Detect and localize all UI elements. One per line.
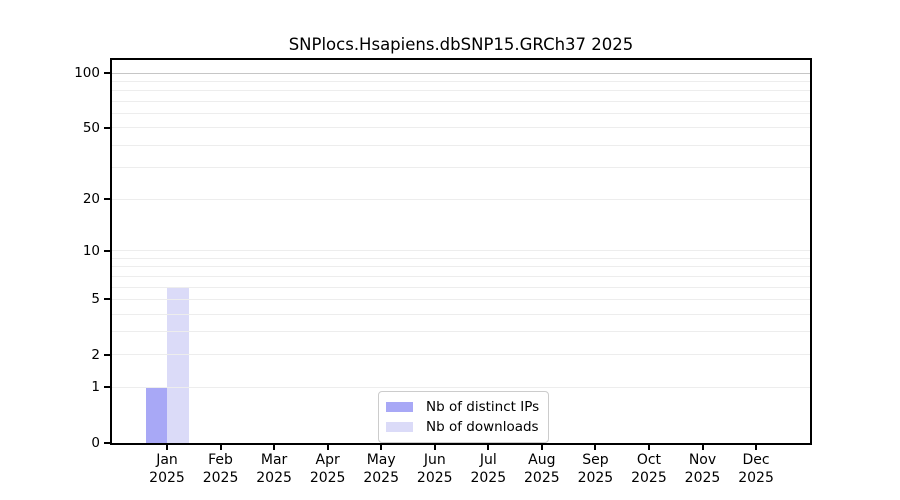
x-tick-label: Jun 2025: [416, 452, 453, 486]
x-tick-label: Aug 2025: [524, 452, 560, 486]
gridline: [112, 198, 810, 200]
distinct-ips-swatch-icon: [386, 402, 413, 412]
x-tick: [380, 445, 383, 450]
y-tick: [104, 353, 110, 356]
legend-label-downloads: Nb of downloads: [426, 419, 539, 435]
gridline: [112, 354, 810, 356]
bar: [167, 287, 189, 443]
gridline: [112, 313, 810, 315]
gridline: [112, 266, 810, 268]
gridline: [112, 144, 810, 146]
plot-area: [110, 58, 812, 445]
chart-title: SNPlocs.Hsapiens.dbSNP15.GRCh37 2025: [288, 35, 634, 54]
x-tick: [433, 445, 436, 450]
x-tick-label: Apr 2025: [309, 452, 346, 486]
legend-label-distinct-ips: Nb of distinct IPs: [426, 399, 540, 415]
x-tick: [326, 445, 329, 450]
gridline: [112, 100, 810, 102]
y-tick-label: 100: [74, 65, 100, 82]
y-tick-label: 0: [91, 435, 100, 451]
x-tick-label: Jan 2025: [149, 452, 185, 486]
gridline: [112, 250, 810, 252]
x-tick-label: Oct 2025: [631, 452, 667, 486]
y-tick-label: 1: [91, 379, 100, 396]
y-tick: [104, 126, 110, 129]
gridline: [112, 90, 810, 92]
y-tick-label: 20: [82, 191, 100, 207]
x-tick: [273, 445, 276, 450]
gridline: [112, 113, 810, 115]
legend: Nb of distinct IPs Nb of downloads: [378, 391, 550, 443]
x-tick: [540, 445, 543, 450]
y-tick: [104, 249, 110, 252]
y-tick: [104, 386, 110, 389]
x-tick: [755, 445, 758, 450]
gridline: [112, 257, 810, 259]
x-tick: [647, 445, 650, 450]
x-tick-label: Nov 2025: [684, 452, 721, 486]
gridline: [112, 386, 810, 388]
x-tick-label: Feb 2025: [202, 452, 239, 486]
x-tick: [487, 445, 490, 450]
gridline: [112, 331, 810, 333]
y-tick-label: 5: [91, 291, 100, 308]
gridline: [112, 286, 810, 288]
gridline: [112, 167, 810, 169]
y-tick: [104, 72, 110, 75]
gridline: [112, 127, 810, 129]
x-tick: [594, 445, 597, 450]
y-tick-label: 2: [91, 346, 100, 363]
x-tick: [166, 445, 168, 450]
legend-row: Nb of downloads: [386, 417, 539, 437]
gridline: [112, 298, 810, 300]
x-tick-label: Jul 2025: [470, 452, 507, 486]
gridline: [112, 275, 810, 277]
bar: [145, 387, 167, 443]
y-tick: [104, 298, 110, 301]
x-tick-label: Sep 2025: [577, 452, 614, 486]
y-tick: [104, 442, 110, 444]
legend-row: Nb of distinct IPs: [386, 397, 539, 417]
y-tick-label: 50: [82, 119, 100, 136]
x-tick-label: May 2025: [363, 452, 399, 486]
downloads-swatch-icon: [386, 422, 413, 432]
gridline: [112, 72, 810, 74]
x-tick-label: Dec 2025: [738, 452, 774, 486]
x-tick: [701, 445, 704, 450]
x-tick: [219, 445, 222, 450]
y-tick-label: 10: [82, 242, 100, 259]
y-tick: [104, 198, 110, 200]
gridline: [112, 80, 810, 82]
x-tick-label: Mar 2025: [256, 452, 292, 486]
